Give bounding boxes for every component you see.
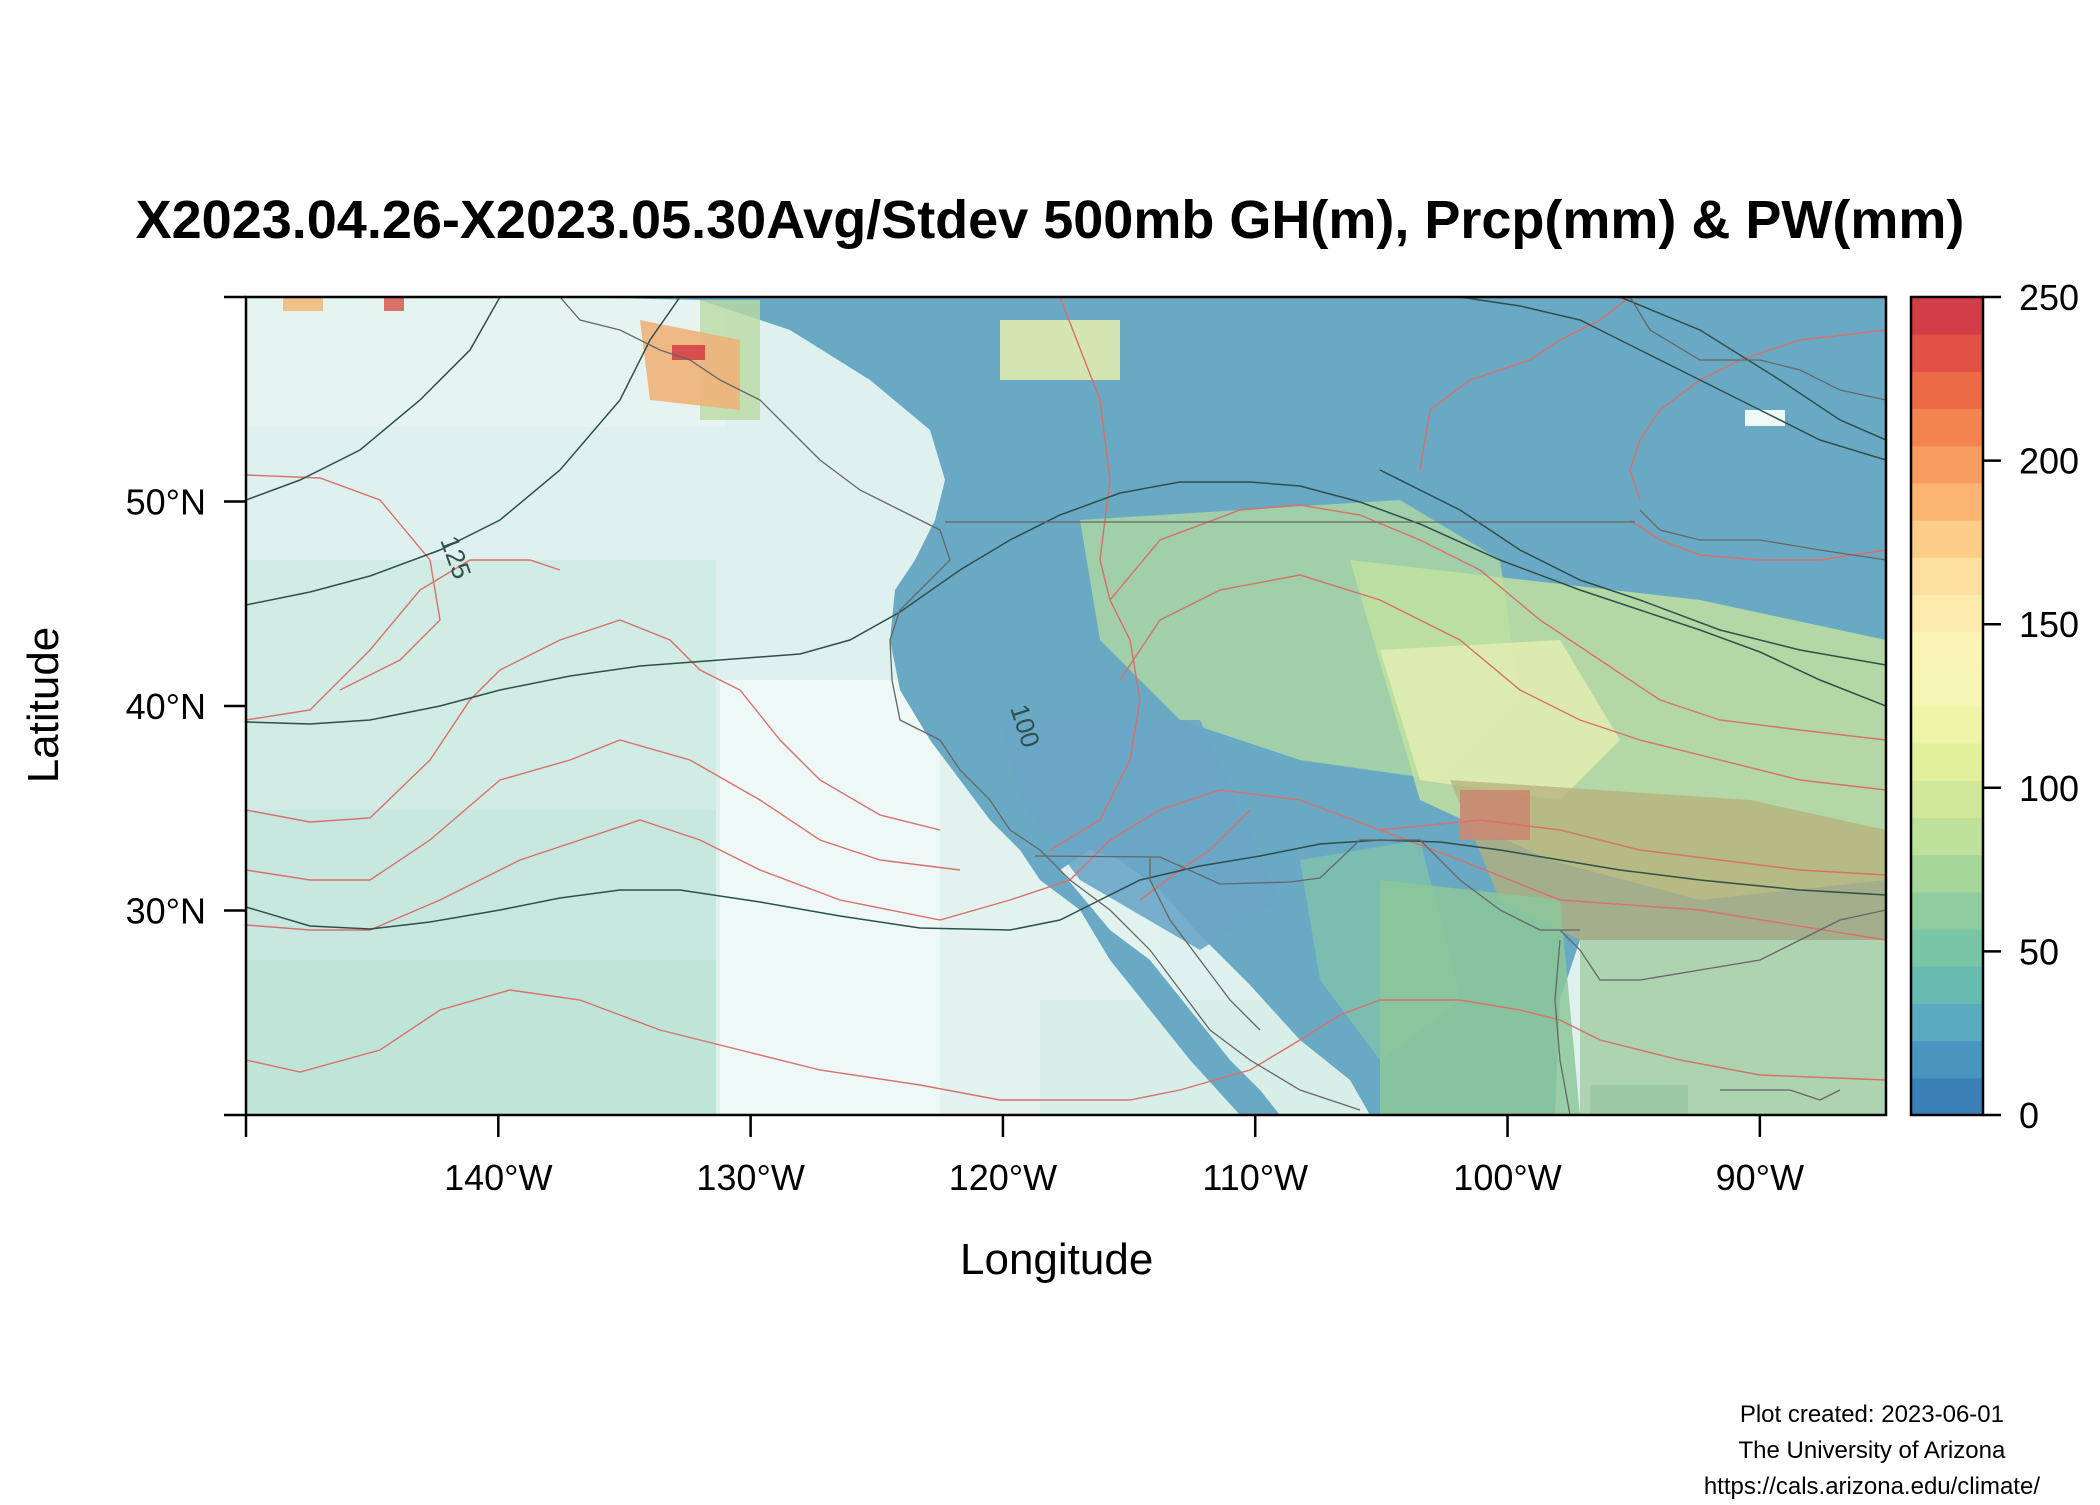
colorbar-swatch bbox=[1911, 482, 1983, 521]
pw-contour-line bbox=[1419, 297, 1631, 471]
coastline bbox=[1554, 939, 1571, 1115]
pw-contour-line bbox=[246, 474, 441, 691]
colorbar-swatch bbox=[1911, 631, 1983, 670]
colorbar-swatch bbox=[1911, 668, 1983, 707]
colorbar-swatch bbox=[1911, 706, 1983, 744]
colorbar-tick-label: 200 bbox=[2019, 441, 2079, 482]
colorbar-swatch bbox=[1911, 1040, 1983, 1079]
precip-patch bbox=[1380, 880, 1580, 1115]
pw-contour-line bbox=[1629, 329, 1886, 501]
gh-contour-line bbox=[246, 481, 1886, 725]
x-tick-label: 130°W bbox=[696, 1157, 804, 1198]
pw-contour-line bbox=[246, 789, 1886, 941]
x-axis-title: Longitude bbox=[960, 1235, 1154, 1284]
colorbar-swatch bbox=[1911, 1077, 1983, 1116]
colorbar-swatch bbox=[1911, 1003, 1983, 1042]
x-tick-label: 110°W bbox=[1202, 1157, 1308, 1198]
ocean-band bbox=[246, 810, 716, 960]
y-tick-label: 40°N bbox=[126, 686, 206, 727]
colorbar-swatch bbox=[1911, 371, 1983, 410]
pw-contour-line bbox=[246, 739, 961, 881]
x-tick-label: 100°W bbox=[1453, 1157, 1561, 1198]
precip-patch bbox=[1745, 410, 1785, 426]
gh-contour-line bbox=[246, 297, 681, 606]
x-tick-label: 90°W bbox=[1716, 1157, 1804, 1198]
footer-url[interactable]: https://cals.arizona.edu/climate/ bbox=[1703, 1473, 2040, 1500]
gh-contours bbox=[246, 297, 1886, 931]
colorbar: 0 50 100 150 200 250 bbox=[1909, 277, 2079, 1136]
gh-contour-line bbox=[1379, 469, 1886, 666]
precip-patch bbox=[1580, 940, 1886, 1115]
colorbar-tick-label: 0 bbox=[2019, 1095, 2039, 1136]
colorbar-frame bbox=[1909, 295, 1985, 1117]
pw-contour-line bbox=[1379, 819, 1886, 876]
pw-contour-line bbox=[1119, 574, 1886, 791]
colorbar-swatch bbox=[1911, 520, 1983, 558]
colorbar-tick-label: 150 bbox=[2019, 604, 2079, 645]
plot-title: X2023.04.26-X2023.05.30Avg/Stdev 500mb G… bbox=[135, 190, 1965, 250]
precip-patch bbox=[283, 297, 323, 311]
colorbar-swatch bbox=[1911, 743, 1983, 781]
precip-patch bbox=[640, 320, 740, 410]
coastline bbox=[1559, 909, 1886, 981]
ocean-band bbox=[246, 560, 716, 810]
colorbar-swatch bbox=[1911, 408, 1983, 447]
coastline bbox=[1639, 509, 1886, 561]
colorbar-swatch bbox=[1911, 557, 1983, 595]
precip-patch bbox=[1000, 320, 1120, 380]
precip-patch bbox=[672, 345, 705, 360]
colorbar-swatch bbox=[1911, 854, 1983, 893]
y-axis-title: Latitude bbox=[19, 626, 68, 784]
gh-contour-line bbox=[1619, 297, 1886, 441]
x-axis: 140°W 130°W 120°W 110°W 100°W 90°W bbox=[244, 1115, 1804, 1198]
gh-contour-line bbox=[1459, 297, 1886, 461]
coastline bbox=[559, 297, 1361, 1111]
y-tick-label: 50°N bbox=[126, 482, 206, 523]
precip-patch bbox=[1380, 640, 1620, 800]
us-mexico-border bbox=[1034, 839, 1580, 931]
ocean-band bbox=[246, 960, 716, 1115]
colorbar-swatch bbox=[1911, 445, 1983, 484]
colorbar-swatch bbox=[1911, 297, 1983, 335]
pw-contour-line bbox=[1109, 504, 1886, 741]
footer-credits: Plot created: 2023-06-01 The University … bbox=[1704, 1397, 2040, 1505]
pw-contour-line bbox=[246, 559, 561, 721]
pw-contour-line bbox=[246, 619, 941, 831]
y-tick-label: 30°N bbox=[126, 891, 206, 932]
coastline bbox=[1720, 1089, 1841, 1101]
colorbar-tick-label: 50 bbox=[2019, 931, 2059, 972]
ocean-band bbox=[720, 680, 940, 1115]
colorbar-swatch bbox=[1911, 891, 1983, 930]
x-tick-label: 120°W bbox=[949, 1157, 1057, 1198]
colorbar-swatch bbox=[1911, 929, 1983, 967]
map-panel: 125 100 bbox=[246, 297, 1886, 1115]
colorbar-tick-label: 100 bbox=[2019, 768, 2079, 809]
pw-contours bbox=[246, 297, 1886, 1101]
colorbar-tick-label: 250 bbox=[2019, 277, 2079, 318]
coastline bbox=[1149, 857, 1261, 1031]
coastline bbox=[1629, 297, 1886, 401]
precip-patch bbox=[1460, 790, 1530, 840]
pw-contour-line bbox=[1049, 297, 1141, 851]
pw-contour-line bbox=[1629, 519, 1886, 561]
precip-patch bbox=[384, 297, 404, 311]
colorbar-swatch bbox=[1911, 817, 1983, 856]
pw-contour-line bbox=[1139, 809, 1251, 901]
gh-contour-line bbox=[246, 839, 1886, 931]
footer-plot-created: Plot created: 2023-06-01 bbox=[1739, 1401, 2004, 1428]
precip-patch bbox=[1000, 720, 1280, 950]
x-tick-label: 140°W bbox=[444, 1157, 552, 1198]
colorbar-swatch bbox=[1911, 780, 1983, 819]
colorbar-swatch bbox=[1911, 334, 1983, 372]
footer-university: The University of Arizona bbox=[1738, 1437, 2006, 1464]
pw-contour-line bbox=[246, 989, 1886, 1101]
gh-contour-line bbox=[246, 297, 501, 501]
y-axis: 30°N 40°N 50°N bbox=[126, 295, 246, 1117]
colorbar-swatch bbox=[1911, 594, 1983, 633]
colorbar-swatch bbox=[1911, 966, 1983, 1004]
boundaries bbox=[559, 297, 1886, 1115]
